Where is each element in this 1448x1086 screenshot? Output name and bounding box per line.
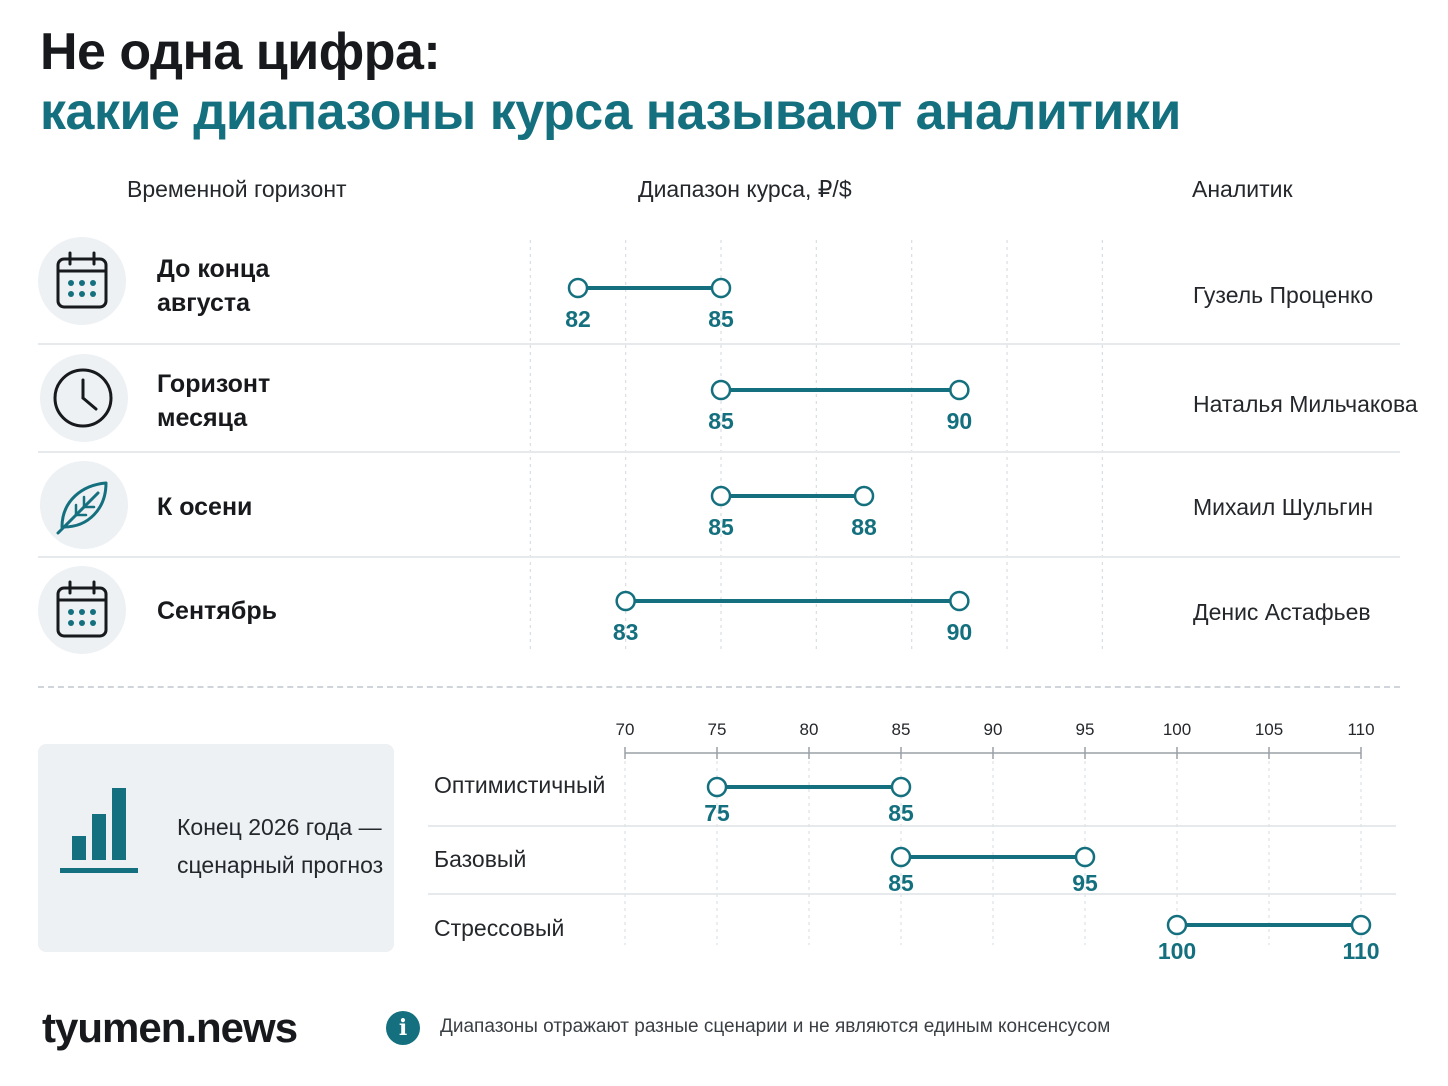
analyst-name: Денис Астафьев	[1193, 599, 1371, 625]
column-header-horizon: Временной горизонт	[127, 176, 347, 202]
column-header-analyst: Аналитик	[1192, 176, 1293, 202]
range-low-marker	[1166, 914, 1188, 936]
range-high-marker	[710, 277, 732, 299]
brand-logo: tyumen.news	[42, 1004, 298, 1051]
analyst-name: Михаил Шульгин	[1193, 494, 1374, 520]
horizon-label: Сентябрь	[157, 597, 277, 625]
range-high-marker	[949, 590, 970, 612]
x-tick-label: 75	[708, 720, 727, 739]
range-low-label: 100	[1158, 938, 1196, 964]
clock-icon	[40, 354, 128, 442]
calendar-icon	[38, 566, 126, 654]
row-divider	[38, 451, 1400, 453]
x-tick-label: 80	[800, 720, 819, 739]
x-tick-label: 105	[1255, 720, 1283, 739]
range-high-label: 85	[888, 800, 914, 826]
x-tick-label: 85	[892, 720, 911, 739]
range-low-marker	[710, 379, 732, 401]
info-icon: i	[386, 1011, 420, 1045]
footnote: Диапазоны отражают разные сценарии и не …	[440, 1016, 1111, 1037]
range-high-label: 90	[947, 619, 973, 645]
range-high-label: 95	[1072, 870, 1098, 896]
range-high-label: 90	[947, 408, 973, 434]
range-high-marker	[1074, 846, 1096, 868]
row-divider	[428, 893, 1396, 895]
range-low-marker	[615, 590, 636, 612]
range-high-label: 88	[851, 514, 877, 540]
range-high-marker	[949, 379, 970, 401]
leaf-icon	[40, 461, 128, 549]
range-low-marker	[890, 846, 912, 868]
scenario-title: Конец 2026 года — сценарный прогноз	[177, 814, 384, 878]
range-low-label: 85	[708, 514, 734, 540]
range-low-marker	[567, 277, 589, 299]
page-title: Не одна цифра:	[40, 23, 441, 81]
horizon-label: К осени	[157, 493, 253, 521]
section-divider	[38, 686, 1400, 688]
row-divider	[428, 825, 1396, 827]
range-low-label: 83	[613, 619, 639, 645]
scenario-label: Базовый	[434, 846, 527, 872]
analyst-range-chart: 82 85 85 90 85 88 83 90	[529, 240, 1103, 650]
x-tick-label: 95	[1076, 720, 1095, 739]
analyst-name: Гузель Проценко	[1193, 282, 1374, 308]
row-divider	[38, 556, 1400, 558]
scenario-label: Оптимистичный	[434, 772, 606, 798]
scenario-range-chart: 70 75 80 85 90 95 100 105 110 75 85 85 95 100 110	[616, 720, 1380, 964]
x-tick-label: 100	[1163, 720, 1191, 739]
analyst-name: Наталья Мильчакова	[1193, 391, 1418, 417]
row-divider	[38, 343, 1400, 345]
range-low-marker	[706, 776, 728, 798]
range-low-label: 75	[704, 800, 730, 826]
range-high-marker	[1350, 914, 1372, 936]
range-low-label: 85	[888, 870, 914, 896]
horizon-label: До конца августа	[157, 255, 270, 317]
scenario-panel	[38, 744, 394, 952]
x-tick-label: 70	[616, 720, 635, 739]
range-high-marker	[890, 776, 912, 798]
range-high-label: 110	[1342, 938, 1379, 964]
column-header-range: Диапазон курса, ₽/$	[638, 176, 852, 202]
x-tick-label: 90	[984, 720, 1003, 739]
range-low-marker	[710, 485, 732, 507]
range-low-label: 82	[565, 306, 591, 332]
page-subtitle: какие диапазоны курса называют аналитики	[40, 83, 1181, 141]
scenario-label: Стрессовый	[434, 915, 565, 941]
range-low-label: 85	[708, 408, 734, 434]
bar-chart-icon	[60, 788, 138, 873]
range-high-label: 85	[708, 306, 734, 332]
x-tick-label: 110	[1347, 720, 1374, 739]
horizon-label: Горизонт месяца	[157, 370, 271, 432]
range-high-marker	[853, 485, 875, 507]
calendar-icon	[38, 237, 126, 325]
